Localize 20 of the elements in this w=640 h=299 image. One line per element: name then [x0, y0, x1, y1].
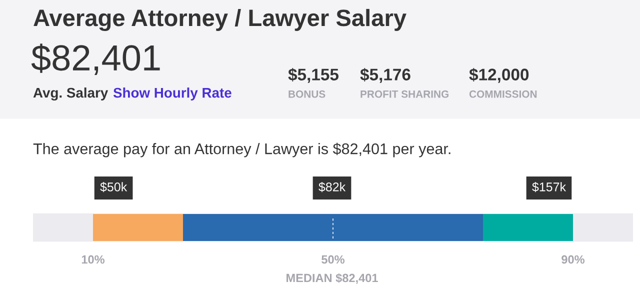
x-tick-label: 10% [82, 255, 105, 264]
text: $82k [318, 182, 346, 192]
text: COMMISSION [469, 90, 537, 98]
chart-subtitle: The average pay for an Attorney / Lawyer is $82,401 per year. [33, 142, 450, 158]
text: $5,155 [288, 68, 339, 83]
text: $12,000 [469, 68, 529, 83]
text: PROFIT SHARING [360, 90, 448, 98]
text: $157k [532, 182, 566, 192]
bar [483, 214, 573, 241]
text: BONUS [288, 90, 326, 98]
text: Show Hourly Rate [113, 88, 232, 100]
annotation: MEDIAN $82,401 [286, 273, 378, 284]
x-tick-label: 50% [322, 255, 345, 264]
text: $5,176 [360, 68, 410, 83]
text: Avg. Salary [33, 87, 108, 101]
bar [93, 214, 183, 241]
text: $82,401 [31, 44, 160, 75]
text: $50k [100, 182, 128, 192]
x-tick-label: 90% [562, 255, 585, 264]
chart-title: Average Attorney / Lawyer Salary [34, 8, 406, 32]
